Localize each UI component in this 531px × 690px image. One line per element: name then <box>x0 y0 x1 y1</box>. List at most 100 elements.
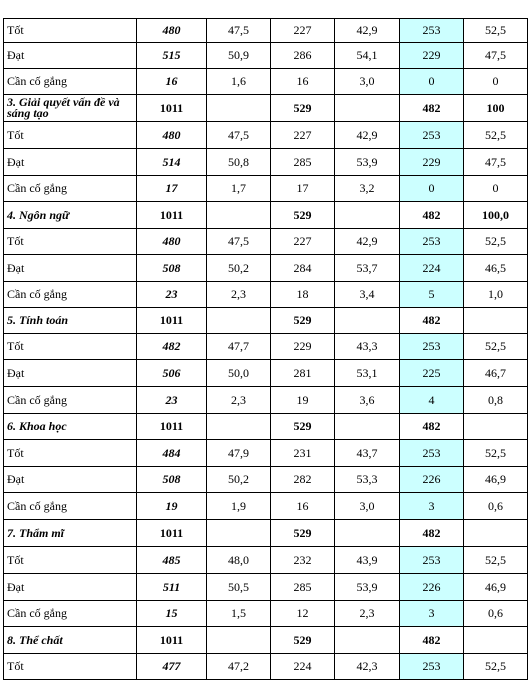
value-cell: 50,2 <box>206 254 271 282</box>
value-cell: 52,5 <box>463 439 528 467</box>
value-cell: 484 <box>136 439 207 467</box>
section-header-row: 3. Giải quyết vấn đề và sáng tạo 1011 529 4… <box>3 94 528 122</box>
value-cell: 50,0 <box>206 359 271 387</box>
value-cell: 52,5 <box>463 121 528 149</box>
value-cell: 482 <box>399 519 464 547</box>
value-cell: 224 <box>270 653 335 680</box>
row-label-cell: Tốt <box>3 18 137 43</box>
value-cell: 1011 <box>136 519 207 547</box>
value-cell <box>334 94 400 122</box>
value-cell: 53,1 <box>334 359 400 387</box>
row-label-cell: Cần cố gắng <box>3 386 137 414</box>
table-row: Cần cố gắng 23 2,3 18 3,4 5 1,0 <box>3 281 528 308</box>
value-cell: 232 <box>270 546 335 574</box>
value-cell: 46,7 <box>463 359 528 387</box>
value-cell: 4 <box>399 386 464 414</box>
value-cell: 224 <box>399 254 464 282</box>
value-cell: 227 <box>270 121 335 149</box>
value-cell: 12 <box>270 600 335 627</box>
value-cell: 508 <box>136 254 207 282</box>
value-cell: 2,3 <box>206 281 271 308</box>
value-cell: 231 <box>270 439 335 467</box>
value-cell: 42,3 <box>334 653 400 680</box>
value-cell: 477 <box>136 653 207 680</box>
value-cell: 226 <box>399 466 464 493</box>
value-cell <box>463 307 528 334</box>
value-cell: 47,5 <box>463 148 528 176</box>
value-cell: 3 <box>399 492 464 520</box>
value-cell: 529 <box>270 519 335 547</box>
results-table: Tốt 480 47,5 227 42,9 253 52,5 Đạt 515 50,9 286 54,… <box>3 18 528 680</box>
table-row: Tốt 484 47,9 231 43,7 253 52,5 <box>3 439 528 467</box>
table-row: Cần cố gắng 17 1,7 17 3,2 0 0 <box>3 175 528 202</box>
value-cell: 42,9 <box>334 18 400 43</box>
value-cell: 482 <box>399 201 464 229</box>
value-cell: 16 <box>136 68 207 95</box>
value-cell: 16 <box>270 68 335 95</box>
value-cell: 529 <box>270 307 335 334</box>
row-label-cell: Cần cố gắng <box>3 281 137 308</box>
value-cell: 1011 <box>136 94 207 122</box>
row-label-cell: Cần cố gắng <box>3 492 137 520</box>
value-cell: 47,9 <box>206 439 271 467</box>
row-label-cell: 7. Thẩm mĩ <box>3 519 137 547</box>
value-cell: 227 <box>270 228 335 255</box>
value-cell: 52,5 <box>463 333 528 360</box>
table-row: Tốt 480 47,5 227 42,9 253 52,5 <box>3 18 528 43</box>
value-cell: 482 <box>399 626 464 654</box>
value-cell: 52,5 <box>463 653 528 680</box>
value-cell: 52,5 <box>463 228 528 255</box>
section-header-row: 8. Thể chất 1011 529 482 <box>3 626 528 654</box>
value-cell: 3,0 <box>334 492 400 520</box>
value-cell: 253 <box>399 546 464 574</box>
value-cell: 100,0 <box>463 201 528 229</box>
value-cell: 53,7 <box>334 254 400 282</box>
value-cell: 508 <box>136 466 207 493</box>
value-cell: 485 <box>136 546 207 574</box>
value-cell <box>206 626 271 654</box>
value-cell: 46,9 <box>463 466 528 493</box>
table-row: Cần cố gắng 15 1,5 12 2,3 3 0,6 <box>3 600 528 627</box>
value-cell: 50,2 <box>206 466 271 493</box>
value-cell: 0,6 <box>463 492 528 520</box>
value-cell: 53,9 <box>334 148 400 176</box>
value-cell: 253 <box>399 653 464 680</box>
value-cell <box>334 413 400 440</box>
table-row: Tốt 480 47,5 227 42,9 253 52,5 <box>3 228 528 255</box>
row-label-cell: 3. Giải quyết vấn đề và sáng tạo <box>3 94 137 122</box>
row-label-cell: Đạt <box>3 573 137 601</box>
value-cell: 46,9 <box>463 573 528 601</box>
value-cell: 50,8 <box>206 148 271 176</box>
row-label-cell: Cần cố gắng <box>3 68 137 95</box>
value-cell: 47,5 <box>206 18 271 43</box>
value-cell: 229 <box>399 42 464 69</box>
table-row: Tốt 482 47,7 229 43,3 253 52,5 <box>3 333 528 360</box>
value-cell: 253 <box>399 333 464 360</box>
value-cell: 286 <box>270 42 335 69</box>
table-row: Đạt 511 50,5 285 53,9 226 46,9 <box>3 573 528 601</box>
value-cell: 480 <box>136 18 207 43</box>
value-cell: 0 <box>399 175 464 202</box>
value-cell: 225 <box>399 359 464 387</box>
table-row: Đạt 506 50,0 281 53,1 225 46,7 <box>3 359 528 387</box>
row-label-cell: Đạt <box>3 254 137 282</box>
table-row: Cần cố gắng 16 1,6 16 3,0 0 0 <box>3 68 528 95</box>
value-cell: 3 <box>399 600 464 627</box>
value-cell: 47,5 <box>206 121 271 149</box>
value-cell: 482 <box>399 307 464 334</box>
value-cell: 506 <box>136 359 207 387</box>
value-cell: 529 <box>270 94 335 122</box>
row-label-cell: Tốt <box>3 546 137 574</box>
value-cell: 1,0 <box>463 281 528 308</box>
table-row: Tốt 480 47,5 227 42,9 253 52,5 <box>3 121 528 149</box>
value-cell: 253 <box>399 121 464 149</box>
value-cell: 282 <box>270 466 335 493</box>
value-cell: 482 <box>136 333 207 360</box>
value-cell: 23 <box>136 386 207 414</box>
table-row: Tốt 477 47,2 224 42,3 253 52,5 <box>3 653 528 680</box>
value-cell: 284 <box>270 254 335 282</box>
value-cell: 47,2 <box>206 653 271 680</box>
value-cell <box>206 307 271 334</box>
value-cell <box>334 307 400 334</box>
value-cell <box>463 626 528 654</box>
